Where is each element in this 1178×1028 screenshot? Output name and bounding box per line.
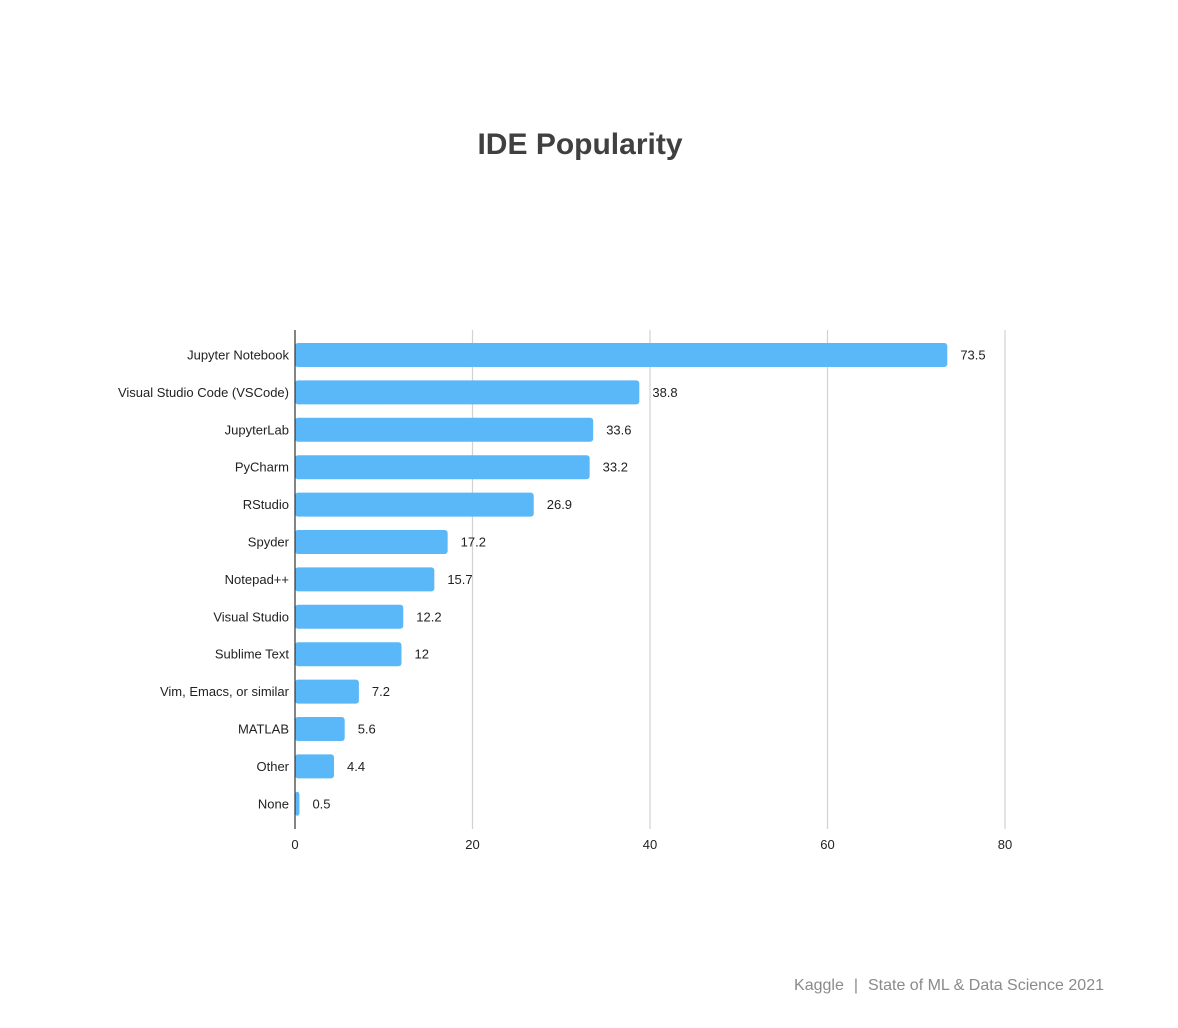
bar-1 bbox=[295, 380, 640, 405]
value-label-10: 5.6 bbox=[358, 722, 376, 737]
x-tick-label-0: 0 bbox=[291, 837, 298, 852]
category-label-9: Vim, Emacs, or similar bbox=[160, 684, 290, 699]
value-label-1: 38.8 bbox=[652, 385, 677, 400]
bar-10 bbox=[295, 717, 345, 741]
bar-6 bbox=[295, 567, 435, 592]
category-label-4: RStudio bbox=[243, 497, 289, 512]
category-label-10: MATLAB bbox=[238, 722, 289, 737]
category-label-1: Visual Studio Code (VSCode) bbox=[118, 385, 289, 400]
category-label-8: Sublime Text bbox=[215, 647, 290, 662]
bar-8 bbox=[295, 642, 402, 667]
value-label-7: 12.2 bbox=[416, 609, 441, 624]
bar-12 bbox=[295, 791, 300, 816]
category-label-7: Visual Studio bbox=[213, 609, 289, 624]
value-label-4: 26.9 bbox=[547, 497, 572, 512]
category-label-11: Other bbox=[256, 759, 289, 774]
value-label-11: 4.4 bbox=[347, 759, 365, 774]
chart-title: IDE Popularity bbox=[477, 128, 683, 161]
bar-9 bbox=[295, 679, 359, 704]
x-axis-ticks: 0 20 40 60 80 bbox=[291, 837, 1012, 852]
bar-3 bbox=[295, 455, 590, 480]
footer-separator: | bbox=[853, 977, 858, 994]
gridlines bbox=[471, 330, 1006, 829]
value-label-3: 33.2 bbox=[603, 460, 628, 475]
category-label-6: Notepad++ bbox=[225, 572, 289, 587]
bars bbox=[295, 343, 948, 816]
value-label-2: 33.6 bbox=[606, 422, 631, 437]
x-tick-label-80: 80 bbox=[998, 837, 1012, 852]
category-labels: Jupyter Notebook Visual Studio Code (VSCo… bbox=[118, 348, 290, 812]
bar-4 bbox=[295, 492, 534, 517]
bar-7 bbox=[295, 604, 404, 629]
value-label-5: 17.2 bbox=[461, 535, 486, 550]
bar-0 bbox=[295, 343, 948, 367]
value-label-12: 0.5 bbox=[312, 796, 330, 811]
value-label-8: 12 bbox=[415, 647, 429, 662]
category-label-0: Jupyter Notebook bbox=[187, 348, 289, 363]
bar-11 bbox=[295, 754, 335, 779]
value-label-0: 73.5 bbox=[960, 348, 985, 363]
x-tick-label-40: 40 bbox=[643, 837, 657, 852]
category-label-5: Spyder bbox=[248, 535, 290, 550]
value-label-9: 7.2 bbox=[372, 684, 390, 699]
footer-report-title: State of ML & Data Science 2021 bbox=[868, 977, 1104, 994]
bar-5 bbox=[295, 530, 448, 554]
value-label-6: 15.7 bbox=[447, 572, 472, 587]
footer: Kaggle | State of ML & Data Science 2021 bbox=[0, 977, 1104, 995]
x-tick-label-60: 60 bbox=[820, 837, 834, 852]
category-label-2: JupyterLab bbox=[225, 422, 289, 437]
bar-2 bbox=[295, 417, 594, 442]
category-label-3: PyCharm bbox=[235, 460, 289, 475]
footer-brand: Kaggle bbox=[794, 977, 844, 994]
value-labels: 73.5 38.8 33.6 33.2 26.9 17.2 15.7 12.2 12 7.2 5.6… bbox=[312, 348, 985, 812]
x-tick-label-20: 20 bbox=[465, 837, 479, 852]
category-label-12: None bbox=[258, 796, 289, 811]
